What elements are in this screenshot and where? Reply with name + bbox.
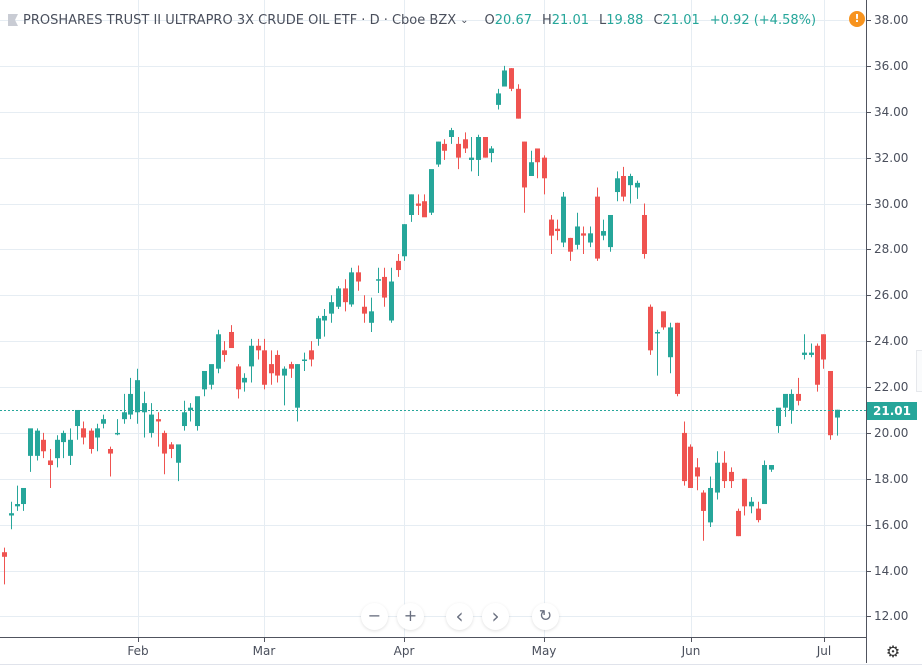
high-label: H: [541, 12, 552, 28]
price-tick-label: 30.00: [874, 196, 909, 211]
price-tick-label: 34.00: [874, 104, 909, 119]
zoom-out-button[interactable]: −: [361, 603, 388, 630]
price-tick-label: 36.00: [874, 58, 909, 73]
price-tick-label: 38.00: [874, 12, 909, 27]
price-tick-label: 28.00: [874, 241, 909, 256]
chart-grid: [0, 0, 866, 637]
price-tick-label: 12.00: [874, 608, 909, 623]
price-tick-label: 16.00: [874, 517, 909, 532]
last-price-badge: 21.01: [867, 401, 917, 420]
close-label: C: [653, 12, 663, 28]
price-tick-label: 20.00: [874, 425, 909, 440]
chart-legend: PROSHARES TRUST II ULTRAPRO 3X CRUDE OIL…: [8, 10, 816, 30]
price-tick-label: 24.00: [874, 333, 909, 348]
time-tick-label: Mar: [252, 644, 276, 658]
price-tick-label: 14.00: [874, 563, 909, 578]
price-scale[interactable]: 38.00 36.00 34.00 32.00 30.00 28.00 26.00 24.00…: [866, 0, 922, 638]
ohlc-values: O20.67 H21.01 L19.88 C21.01 +0.92 (+4.58…: [485, 13, 817, 28]
flag-icon[interactable]: [8, 14, 18, 26]
low-value: 19.88: [606, 12, 644, 28]
price-axis-ticks: [866, 20, 871, 617]
price-tick-label: 22.00: [874, 379, 909, 394]
side-panel-handle[interactable]: [916, 350, 922, 392]
time-tick-label: Jul: [816, 644, 832, 658]
open-value: 20.67: [494, 12, 532, 28]
price-tick-label: 32.00: [874, 150, 909, 165]
open-label: O: [484, 12, 495, 28]
time-axis-ticks: [138, 637, 825, 642]
zoom-in-button[interactable]: +: [397, 603, 424, 630]
scroll-right-button[interactable]: ›: [482, 603, 509, 630]
price-tick-label: 26.00: [874, 287, 909, 302]
alert-warning-icon[interactable]: !: [849, 11, 865, 27]
symbol-title[interactable]: PROSHARES TRUST II ULTRAPRO 3X CRUDE OIL…: [23, 12, 457, 28]
time-tick-label: May: [531, 644, 557, 658]
change-value: +0.92 (+4.58%): [709, 12, 817, 28]
low-label: L: [598, 12, 607, 28]
chevron-down-icon[interactable]: ⌄: [460, 14, 469, 26]
time-tick-label: Jun: [681, 644, 701, 658]
candlestick-series: [2, 65, 840, 585]
reset-chart-button[interactable]: ↻: [532, 603, 559, 630]
time-tick-label: Feb: [127, 644, 149, 658]
scroll-left-button[interactable]: ‹: [446, 603, 473, 630]
settings-gear-icon[interactable]: ⚙: [885, 642, 901, 661]
high-value: 21.01: [551, 12, 589, 28]
time-tick-label: Apr: [393, 644, 415, 658]
price-tick-label: 18.00: [874, 471, 909, 486]
close-value: 21.01: [662, 12, 700, 28]
